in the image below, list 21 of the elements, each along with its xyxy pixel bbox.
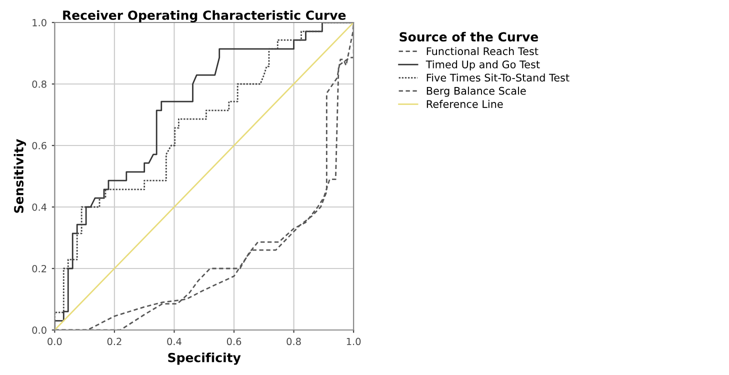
- x-axis-title: Specificity: [168, 352, 241, 365]
- legend-label: Berg Balance Scale: [426, 86, 526, 97]
- x-tick-label: 1.0: [346, 338, 361, 346]
- legend-title: Source of the Curve: [400, 32, 538, 42]
- x-tick-label: 0.4: [167, 338, 182, 346]
- y-axis-title: Sensitivity: [14, 139, 26, 213]
- x-tick-label: 0.8: [286, 338, 301, 346]
- y-tick-label: 1.0: [32, 18, 46, 26]
- y-tick-label: 0.4: [32, 203, 46, 211]
- x-tick-label: 0.2: [107, 338, 122, 346]
- legend-label: Reference Line: [426, 100, 503, 108]
- x-tick-label: 0.6: [226, 338, 242, 346]
- x-tick-label: 0.0: [48, 338, 62, 346]
- legend-label: Five Times Sit-To-Stand Test: [426, 74, 570, 82]
- y-tick-label: 0.8: [32, 80, 46, 88]
- legend-label: Functional Reach Test: [426, 47, 538, 56]
- legend-label: Timed Up and Go Test: [426, 60, 540, 70]
- chart-title: Receiver Operating Characteristic Curve: [63, 10, 346, 22]
- y-tick-label: 0.0: [32, 326, 46, 334]
- y-tick-label: 0.2: [32, 264, 46, 272]
- y-tick-label: 0.6: [32, 142, 46, 150]
